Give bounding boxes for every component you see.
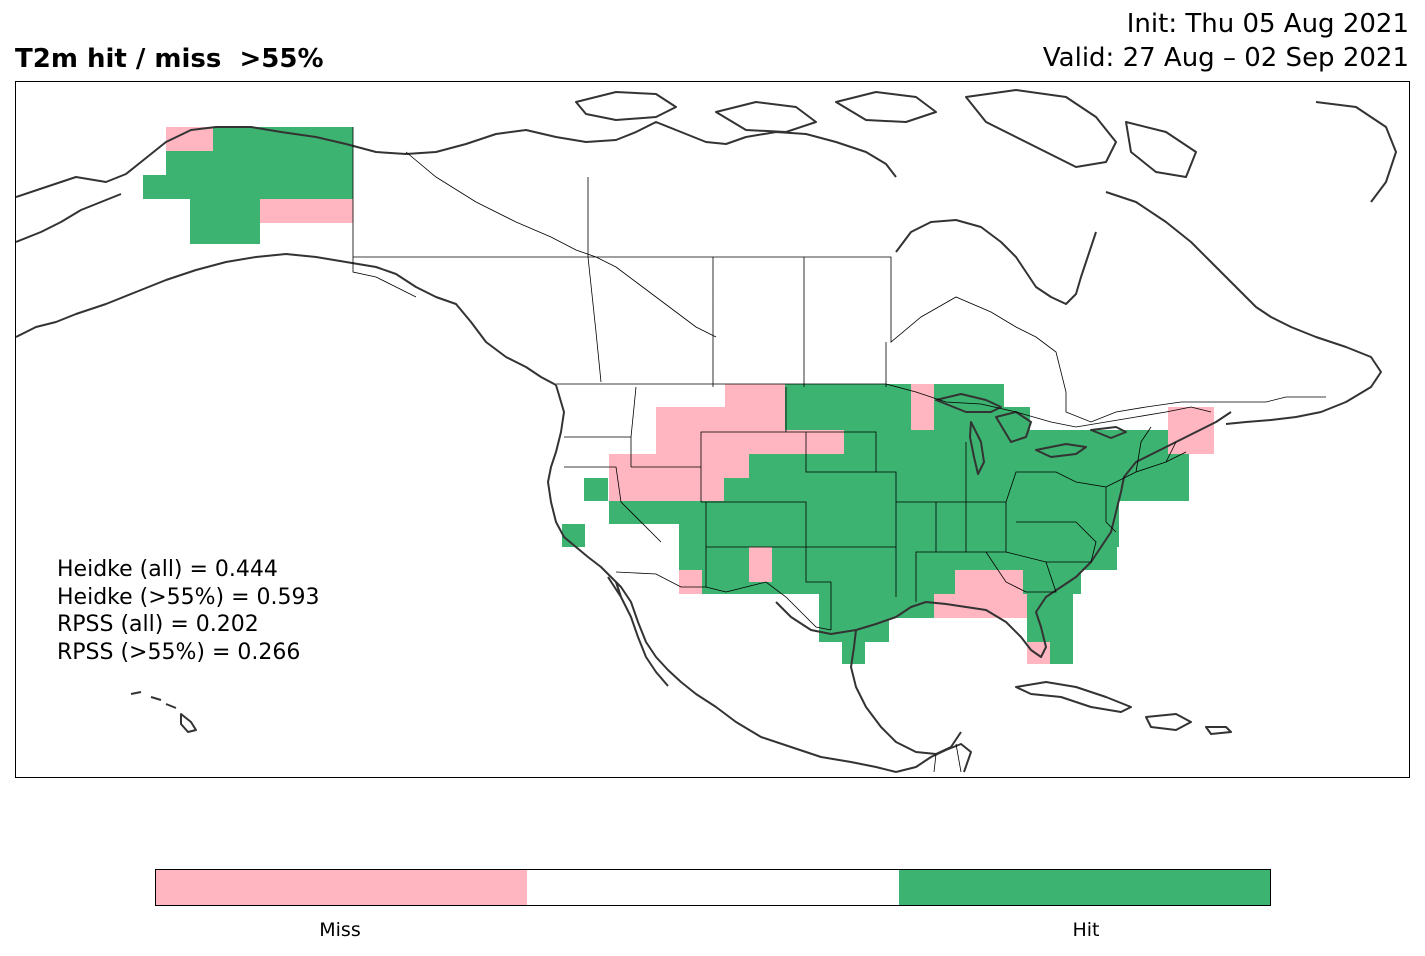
- hit-cell: [785, 384, 915, 407]
- map-panel: [15, 81, 1410, 778]
- coastline-hawaii: [130, 691, 197, 733]
- hit-cell: [724, 478, 1189, 501]
- hit-cell: [609, 501, 724, 524]
- coastline-pacific: [547, 384, 897, 773]
- miss-cell: [656, 407, 785, 430]
- coastline-baja: [607, 576, 669, 687]
- colorbar-label-hit: Hit: [1072, 919, 1100, 941]
- coastline-mexico-gulf: [850, 629, 962, 755]
- hit-miss-grid: [143, 127, 1214, 664]
- valid-period: Valid: 27 Aug – 02 Sep 2021: [1042, 43, 1409, 73]
- stat-rpss-55: RPSS (>55%) = 0.266: [57, 639, 301, 665]
- colorbar: [155, 869, 1271, 906]
- miss-cell: [911, 407, 934, 430]
- miss-cell: [260, 199, 353, 223]
- hit-cell: [749, 454, 1189, 478]
- miss-cell: [679, 570, 702, 594]
- hit-cell: [166, 151, 353, 175]
- hit-cell: [844, 430, 1074, 454]
- verification-stats: Heidke (all) = 0.444 Heidke (>55%) = 0.5…: [57, 556, 320, 666]
- hit-cell: [1023, 570, 1081, 594]
- border-us-states: [564, 386, 1187, 630]
- hit-cell: [772, 547, 1117, 570]
- hit-cell: [213, 127, 353, 151]
- miss-cell: [656, 430, 786, 454]
- hit-cell: [1050, 642, 1073, 664]
- hit-cell: [562, 524, 585, 547]
- miss-cell: [609, 478, 724, 501]
- hit-cell: [679, 524, 1119, 547]
- hit-cell: [190, 223, 260, 244]
- hit-cell: [819, 594, 946, 618]
- miss-cell: [911, 384, 934, 407]
- hit-cell: [1027, 594, 1073, 618]
- miss-cell: [749, 570, 772, 582]
- miss-cell: [786, 430, 844, 454]
- colorbar-miss-segment: [156, 870, 528, 905]
- map-canvas: [16, 89, 1397, 773]
- coastline-north: [16, 121, 897, 198]
- miss-cell: [955, 570, 1023, 594]
- miss-cell: [749, 547, 772, 570]
- colorbar-neutral-segment: [527, 870, 899, 905]
- border-us-canada: [556, 383, 1212, 428]
- hit-cell: [190, 199, 260, 223]
- hit-cell: [679, 547, 749, 570]
- stat-rpss-all: RPSS (all) = 0.202: [57, 612, 259, 637]
- coastline-gulf: [775, 411, 1232, 658]
- coastline-arctic-islands: [575, 89, 1397, 203]
- border-canada-territories: [353, 151, 1326, 423]
- coastline-alaska-south: [16, 253, 557, 386]
- coastline-labrador: [1105, 191, 1382, 425]
- miss-cell: [1168, 407, 1214, 454]
- coastline-hudson-bay: [895, 219, 1097, 305]
- coastline-alaska-west: [16, 193, 122, 243]
- colorbar-label-miss: Miss: [319, 919, 361, 941]
- border-alaska-canada: [352, 127, 417, 298]
- stat-heidke-55: Heidke (>55%) = 0.593: [57, 584, 320, 610]
- hit-cell: [584, 478, 608, 501]
- border-us-mexico: [615, 571, 832, 631]
- hit-cell: [785, 407, 1025, 430]
- coastlines-and-borders: [16, 89, 1397, 773]
- hit-cell: [724, 501, 1119, 524]
- coastline-great-lakes: [935, 393, 1127, 475]
- hit-cell: [772, 570, 955, 594]
- init-date: Init: Thu 05 Aug 2021: [1126, 9, 1409, 39]
- miss-cell: [725, 384, 785, 407]
- miss-cell: [609, 454, 749, 478]
- coastline-caribbean: [1015, 681, 1232, 735]
- hit-cell: [1027, 618, 1073, 642]
- hit-cell: [143, 175, 353, 199]
- miss-cell: [1027, 642, 1050, 664]
- colorbar-hit-segment: [898, 870, 1270, 905]
- border-mexico-states: [933, 743, 962, 773]
- political-borders: [352, 127, 1326, 773]
- coastline-central-america: [895, 743, 972, 773]
- miss-cell: [934, 594, 1027, 618]
- map-title: T2m hit / miss >55%: [15, 44, 324, 74]
- stat-heidke-all: Heidke (all) = 0.444: [57, 557, 278, 582]
